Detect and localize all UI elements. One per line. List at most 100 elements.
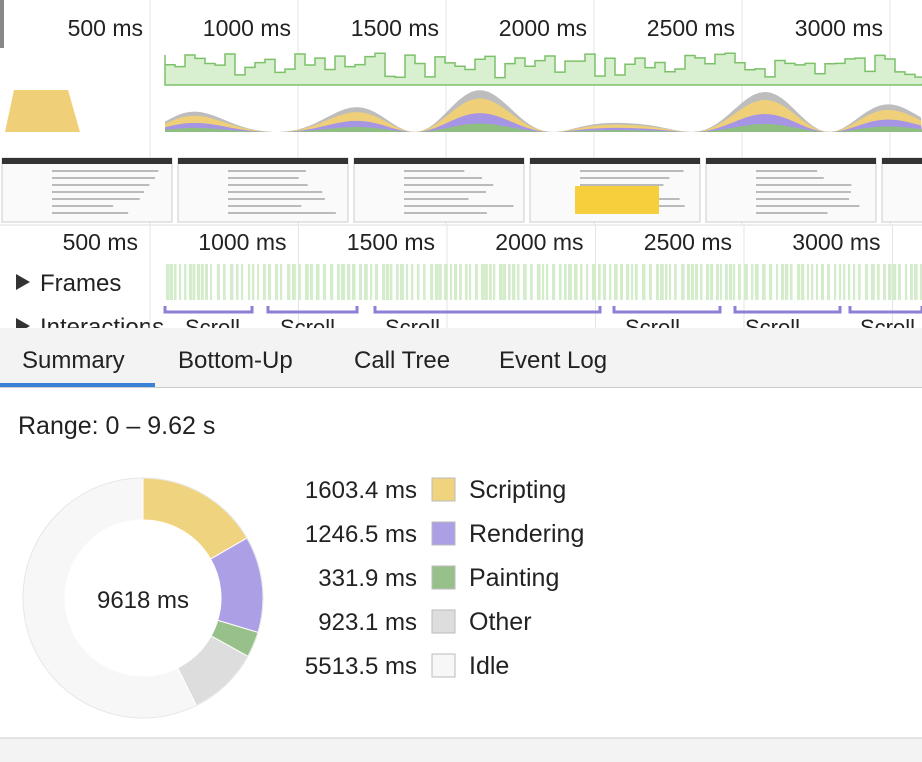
frame-bar [292,264,296,300]
screenshot-text [756,212,828,214]
screenshot-text [756,205,860,207]
frame-bar [843,264,846,300]
frames-track-label[interactable]: Frames [40,270,121,297]
frame-bar [790,264,793,300]
frame-bar [406,264,409,300]
cpu-graph [5,90,80,132]
ruler-label: 2500 ms [644,229,732,255]
ruler-label: 2000 ms [495,229,583,255]
frame-bar [364,264,368,300]
frame-bar [481,264,485,300]
frame-bar [762,264,766,300]
interactions-track-label[interactable]: Interactions [40,314,164,328]
screenshot-header [2,158,172,164]
frame-bar [330,264,334,300]
summary-panel: Range: 0 – 9.62 s Summary Bottom-Up Call T… [0,347,922,762]
screenshot-text [52,184,150,186]
ruler-label: 1000 ms [203,15,291,41]
frame-bar [871,264,875,300]
frame-bar [848,264,851,300]
frame-bar [223,264,226,300]
frame-bar [280,264,283,300]
screenshot [177,157,349,223]
tab-bar [0,328,922,388]
frame-bar [435,264,439,300]
screenshot-text [52,170,159,172]
frame-bar [827,264,831,300]
frame-bar [459,264,462,300]
ruler-label: 1500 ms [351,15,439,41]
frame-bar [695,264,698,300]
legend-label: Rendering [469,520,584,548]
frame-bar [656,264,659,300]
frame-bar [417,264,420,300]
frame-bar [347,264,351,300]
tab[interactable]: Event Log [499,347,607,374]
frame-bar [797,264,801,300]
frame-bar [769,264,773,300]
frame-bar [166,264,170,300]
frame-bar [316,264,320,300]
interaction-bar [163,306,254,314]
interaction-label: Scroll [185,315,240,328]
frame-bar [430,264,434,300]
screenshot-header [530,158,700,164]
legend-value: 5513.5 ms [305,653,417,680]
screenshot-text [228,191,323,193]
ruler-label: 3000 ms [795,15,883,41]
frame-bar [574,264,578,300]
frame-bar [268,264,272,300]
interaction-bar [733,306,842,314]
frame-bar [370,264,373,300]
frame-bar [170,264,173,300]
interaction-label: Scroll [625,315,680,328]
screenshot [353,157,525,223]
frame-bar [201,264,204,300]
legend-swatch [431,477,456,502]
legend-label: Scripting [469,476,566,504]
screenshot-text [580,177,670,179]
interaction-bar [848,306,922,314]
frame-bar [310,264,313,300]
frame-bar [776,264,779,300]
frame-bar [174,264,177,300]
frame-bar [323,264,327,300]
interaction-bar [373,306,602,314]
tab[interactable]: Summary [22,347,125,374]
frame-bar [649,264,652,300]
frame-bar [423,264,426,300]
tab[interactable]: Call Tree [354,347,450,374]
frame-bar [586,264,589,300]
frame-bar [816,264,819,300]
frame-bar [189,264,193,300]
frame-bar [635,264,638,300]
tab[interactable]: Bottom-Up [178,347,293,374]
frame-bar [517,264,520,300]
frame-bar [631,264,634,300]
range-handle[interactable] [0,0,4,48]
frame-bar [546,264,549,300]
frame-bar [568,264,572,300]
frame-bar [210,264,213,300]
screenshot-text [580,184,664,186]
frame-bar [669,264,672,300]
ruler-label: 2500 ms [647,15,735,41]
screenshot-text [404,198,469,200]
frame-bar [530,264,533,300]
expand-arrow[interactable] [16,274,30,290]
frame-bar [252,264,255,300]
screenshot-text [404,205,514,207]
expand-arrow[interactable] [16,318,30,328]
frame-bar [781,264,785,300]
screenshot-text [52,191,145,193]
ruler-label: 3000 ms [792,229,880,255]
frame-bar [386,264,390,300]
ruler-label: 2000 ms [499,15,587,41]
screenshot-text [228,170,306,172]
frame-bar [287,264,291,300]
frame-bar [444,264,448,300]
legend-value: 923.1 ms [318,609,417,636]
frame-bar [542,264,545,300]
frame-bar [883,264,886,300]
frame-bar [508,264,511,300]
